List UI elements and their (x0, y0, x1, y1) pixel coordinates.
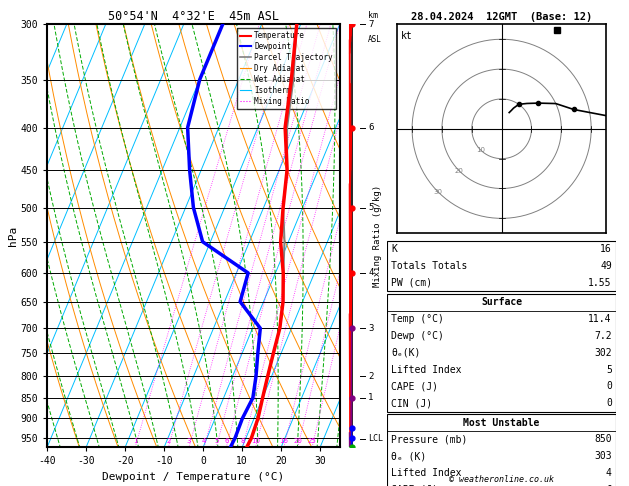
Text: 1: 1 (133, 438, 138, 444)
Text: CIN (J): CIN (J) (391, 398, 433, 408)
Text: 5: 5 (214, 438, 218, 444)
Text: 20: 20 (455, 168, 464, 174)
Text: CAPE (J): CAPE (J) (391, 485, 438, 486)
Text: Pressure (mb): Pressure (mb) (391, 434, 468, 444)
Legend: Temperature, Dewpoint, Parcel Trajectory, Dry Adiabat, Wet Adiabat, Isotherm, Mi: Temperature, Dewpoint, Parcel Trajectory… (237, 28, 336, 109)
Text: 3: 3 (187, 438, 191, 444)
Text: θₑ (K): θₑ (K) (391, 451, 426, 461)
Text: 850: 850 (594, 434, 612, 444)
Text: Surface: Surface (481, 297, 522, 307)
Text: K: K (391, 244, 398, 254)
Text: Dewp (°C): Dewp (°C) (391, 331, 444, 341)
Text: 20: 20 (294, 438, 303, 444)
Text: 2: 2 (369, 372, 374, 381)
Text: kt: kt (401, 31, 413, 40)
Text: 0: 0 (606, 485, 612, 486)
Text: Lifted Index: Lifted Index (391, 364, 462, 375)
Text: 10: 10 (251, 438, 260, 444)
Text: 8: 8 (240, 438, 245, 444)
Text: 25: 25 (308, 438, 316, 444)
Bar (387, 294, 616, 412)
Text: 16: 16 (279, 438, 289, 444)
Text: 7: 7 (369, 20, 374, 29)
Text: Lifted Index: Lifted Index (391, 468, 462, 478)
Text: 6: 6 (369, 123, 374, 132)
Text: 5: 5 (369, 203, 374, 212)
Text: 10: 10 (476, 147, 485, 153)
Text: 3: 3 (369, 324, 374, 333)
Text: km: km (369, 11, 378, 20)
Text: 4: 4 (369, 268, 374, 278)
Text: PW (cm): PW (cm) (391, 278, 433, 288)
Text: LCL: LCL (369, 434, 383, 443)
Text: 30: 30 (433, 190, 443, 195)
Text: 28.04.2024  12GMT  (Base: 12): 28.04.2024 12GMT (Base: 12) (411, 12, 593, 22)
Text: 0: 0 (606, 398, 612, 408)
Text: © weatheronline.co.uk: © weatheronline.co.uk (449, 474, 554, 484)
Text: Temp (°C): Temp (°C) (391, 314, 444, 324)
Text: 4: 4 (606, 468, 612, 478)
Bar (387, 241, 616, 291)
Text: 16: 16 (600, 244, 612, 254)
Text: ASL: ASL (369, 35, 382, 44)
Text: 7.2: 7.2 (594, 331, 612, 341)
Text: 303: 303 (594, 451, 612, 461)
Text: 4: 4 (202, 438, 206, 444)
Text: 5: 5 (606, 364, 612, 375)
Text: CAPE (J): CAPE (J) (391, 382, 438, 391)
Text: 11.4: 11.4 (588, 314, 612, 324)
Text: 2: 2 (166, 438, 170, 444)
Text: Most Unstable: Most Unstable (464, 417, 540, 428)
Bar (387, 414, 616, 486)
Text: 49: 49 (600, 261, 612, 271)
Y-axis label: hPa: hPa (8, 226, 18, 246)
Text: 0: 0 (606, 382, 612, 391)
Text: 302: 302 (594, 347, 612, 358)
Text: 6: 6 (224, 438, 228, 444)
Text: Mixing Ratio (g/kg): Mixing Ratio (g/kg) (373, 185, 382, 287)
Text: Totals Totals: Totals Totals (391, 261, 468, 271)
Text: 1: 1 (369, 393, 374, 402)
Text: θₑ(K): θₑ(K) (391, 347, 421, 358)
X-axis label: Dewpoint / Temperature (°C): Dewpoint / Temperature (°C) (103, 472, 284, 482)
Title: 50°54'N  4°32'E  45m ASL: 50°54'N 4°32'E 45m ASL (108, 10, 279, 23)
Text: 1.55: 1.55 (588, 278, 612, 288)
